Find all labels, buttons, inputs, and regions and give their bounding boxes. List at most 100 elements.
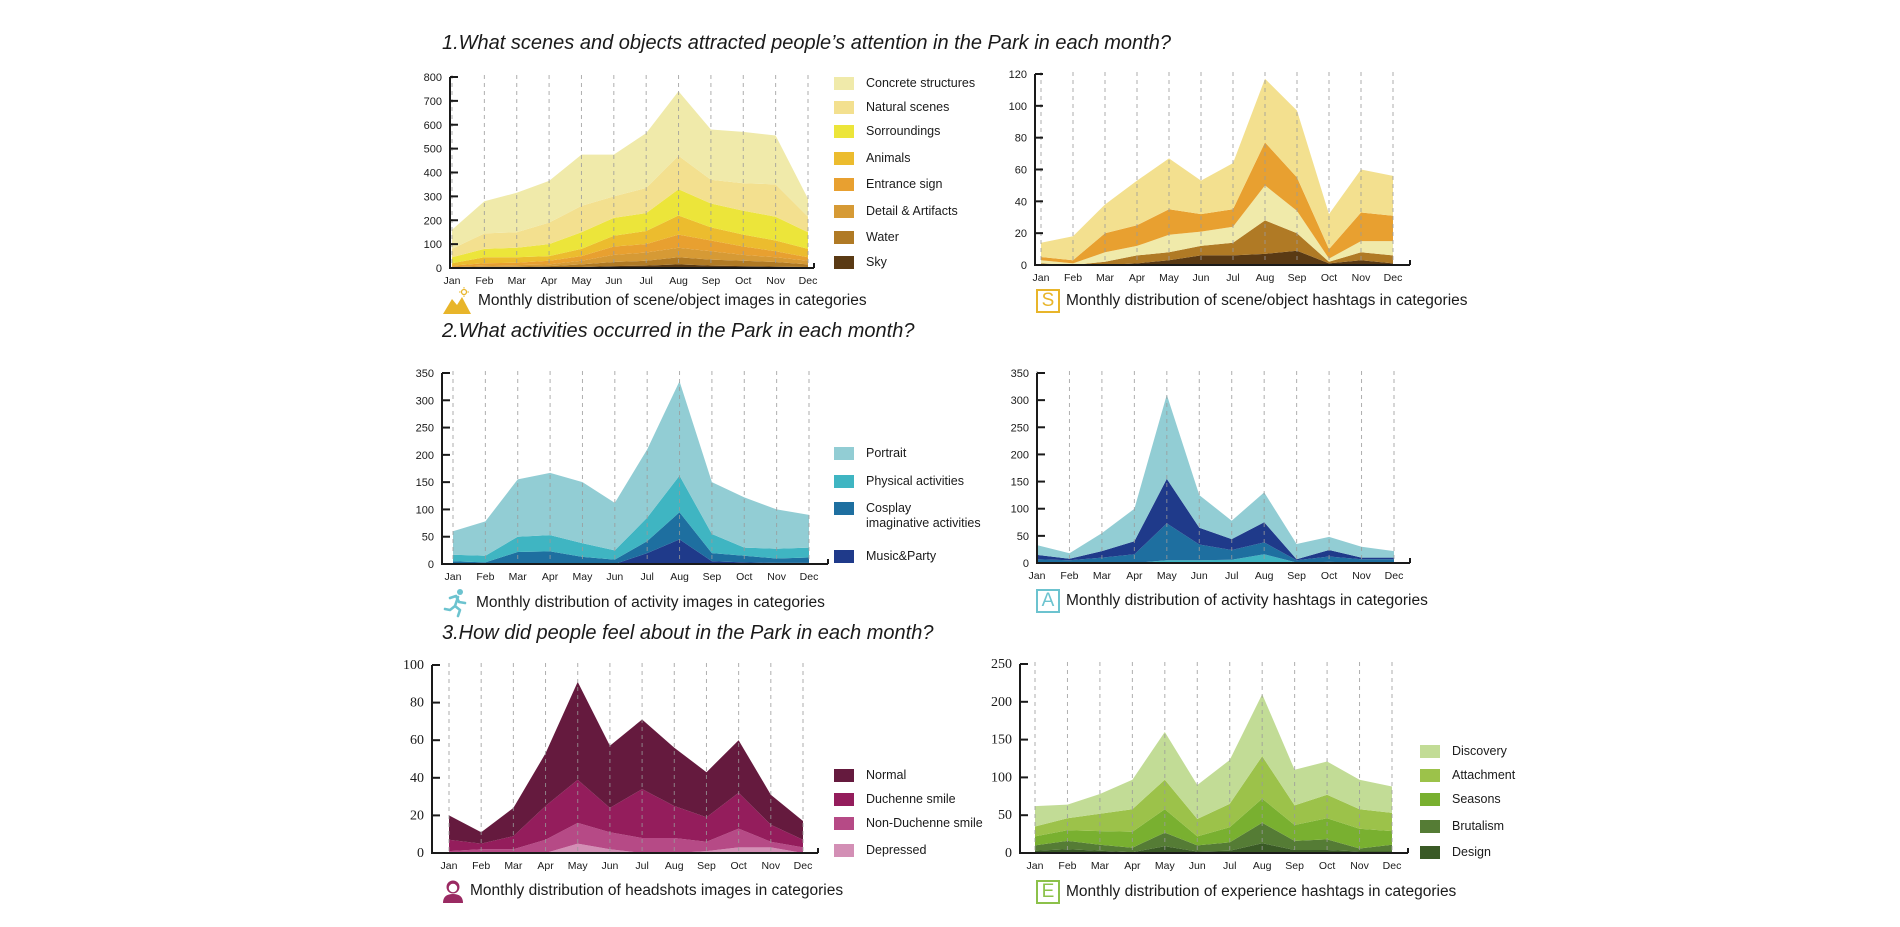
- area-seasons: [1035, 798, 1392, 849]
- x-tick-label: Dec: [794, 860, 813, 872]
- area-portrait: [1037, 394, 1394, 560]
- legend-label: Detail & Artifacts: [866, 204, 958, 218]
- area-music-party: [453, 539, 809, 564]
- legend-label: Design: [1452, 845, 1491, 859]
- letter-s-icon: S: [1036, 289, 1060, 313]
- legend-label: Duchenne smile: [866, 792, 956, 806]
- y-tick-label: 350: [416, 368, 434, 380]
- x-tick-label: Sep: [1288, 272, 1307, 284]
- x-tick-label: Jun: [601, 860, 618, 872]
- y-tick-label: 100: [991, 770, 1012, 785]
- legend-item: Animals: [834, 151, 910, 166]
- x-tick-label: Jul: [635, 860, 648, 872]
- y-tick-label: 150: [416, 477, 434, 489]
- x-tick-label: Aug: [665, 860, 684, 872]
- section-title-feelings: 3.How did people feel about in the Park …: [442, 622, 934, 644]
- y-tick-label: 50: [1017, 531, 1029, 543]
- legend-swatch: [834, 256, 854, 269]
- x-tick-label: Oct: [735, 275, 751, 287]
- legend-item: Cosplay imaginative activities: [834, 501, 981, 531]
- x-tick-label: Feb: [475, 275, 493, 287]
- y-tick-label: 0: [436, 263, 442, 275]
- letter-a-icon: A: [1036, 589, 1060, 613]
- area-physical-activities: [453, 475, 809, 563]
- legend-swatch: [834, 125, 854, 138]
- legend-swatch: [834, 101, 854, 114]
- legend-swatch: [834, 817, 854, 830]
- area-duchenne-smile: [449, 779, 803, 852]
- legend-swatch: [834, 231, 854, 244]
- caption-text: Monthly distribution of scene/object has…: [1066, 292, 1468, 309]
- x-tick-label: Nov: [761, 860, 780, 872]
- legend-swatch: [834, 447, 854, 460]
- y-tick-label: 40: [1015, 196, 1027, 208]
- section-title-activities: 2.What activities occurred in the Park i…: [442, 320, 915, 342]
- legend-swatch: [834, 844, 854, 857]
- x-tick-label: Nov: [1350, 860, 1369, 872]
- chart-experience-hashtags: 0 50 100 150 200 250 Jan Feb Mar Apr May Jun Jul Aug S…: [991, 657, 1409, 872]
- legend-item: Normal: [834, 768, 906, 783]
- x-tick-label: Dec: [799, 275, 818, 287]
- x-tick-label: Sep: [1285, 860, 1304, 872]
- x-tick-label: Apr: [542, 571, 559, 583]
- x-tick-label: Aug: [669, 275, 688, 287]
- caption-scene-hashtags: S Monthly distribution of scene/object h…: [1036, 289, 1468, 313]
- legend-swatch: [834, 205, 854, 218]
- y-tick-label: 300: [1011, 395, 1029, 407]
- area-entrance-sign: [1041, 142, 1393, 264]
- legend-item: Natural scenes: [834, 100, 949, 115]
- caption-text: Monthly distribution of activity hashtag…: [1066, 592, 1428, 609]
- area-entrance-sign: [452, 234, 808, 267]
- area-sorroundings: [452, 189, 808, 264]
- x-tick-label: Jan: [1027, 860, 1044, 872]
- y-tick-label: 250: [416, 423, 434, 435]
- area-design: [1035, 843, 1392, 853]
- area-sky: [1041, 250, 1393, 265]
- x-tick-label: Jun: [1191, 570, 1208, 582]
- x-tick-label: Feb: [1064, 272, 1082, 284]
- chart-scene-images: 0 100 200 300 400 500 600 700 800 Jan Feb Mar Apr May…: [424, 72, 818, 287]
- legend-swatch: [834, 550, 854, 563]
- caption-experience-hashtags: E Monthly distribution of experience has…: [1036, 880, 1456, 904]
- legend-label: Physical activities: [866, 474, 964, 488]
- x-tick-label: Nov: [1352, 272, 1371, 284]
- runner-icon: [442, 588, 470, 618]
- x-tick-label: Sep: [1287, 570, 1306, 582]
- legend-item: Attachment: [1420, 768, 1515, 783]
- legend-label: Portrait: [866, 446, 907, 460]
- x-tick-label: Apr: [541, 275, 558, 287]
- y-tick-label: 200: [424, 215, 442, 227]
- x-tick-label: Dec: [1385, 570, 1404, 582]
- x-tick-label: Apr: [1124, 860, 1141, 872]
- y-tick-label: 400: [424, 168, 442, 180]
- y-tick-label: 120: [1009, 69, 1027, 81]
- area-natural-scenes: [452, 155, 808, 258]
- x-tick-label: May: [568, 860, 589, 872]
- x-tick-label: Dec: [800, 571, 819, 583]
- y-tick-label: 600: [424, 120, 442, 132]
- y-tick-label: 700: [424, 96, 442, 108]
- x-tick-label: Jul: [640, 571, 653, 583]
- x-tick-label: Feb: [1060, 570, 1078, 582]
- x-tick-label: Oct: [730, 860, 746, 872]
- x-tick-label: Mar: [1091, 860, 1110, 872]
- legend-swatch: [1420, 745, 1440, 758]
- legend-label: Natural scenes: [866, 100, 950, 114]
- y-tick-label: 0: [1021, 260, 1027, 272]
- x-tick-label: Sep: [703, 571, 722, 583]
- x-tick-label: Feb: [1058, 860, 1076, 872]
- x-tick-label: Aug: [1256, 272, 1275, 284]
- area-brutalism: [1035, 822, 1392, 853]
- chart-headshot-images: 0 20 40 60 80 100 Jan Feb Mar Apr May Jun Jul Aug Sep O…: [403, 658, 819, 872]
- y-tick-label: 800: [424, 72, 442, 84]
- x-tick-label: Jul: [1223, 860, 1236, 872]
- x-tick-label: Mar: [1096, 272, 1115, 284]
- y-tick-label: 80: [1015, 133, 1027, 145]
- legend-item: Seasons: [1420, 792, 1501, 807]
- x-tick-label: Apr: [1129, 272, 1146, 284]
- x-tick-label: Mar: [504, 860, 523, 872]
- x-tick-label: Mar: [509, 571, 528, 583]
- legend-item: Physical activities: [834, 474, 964, 489]
- y-tick-label: 200: [1011, 449, 1029, 461]
- area-portrait: [453, 381, 809, 556]
